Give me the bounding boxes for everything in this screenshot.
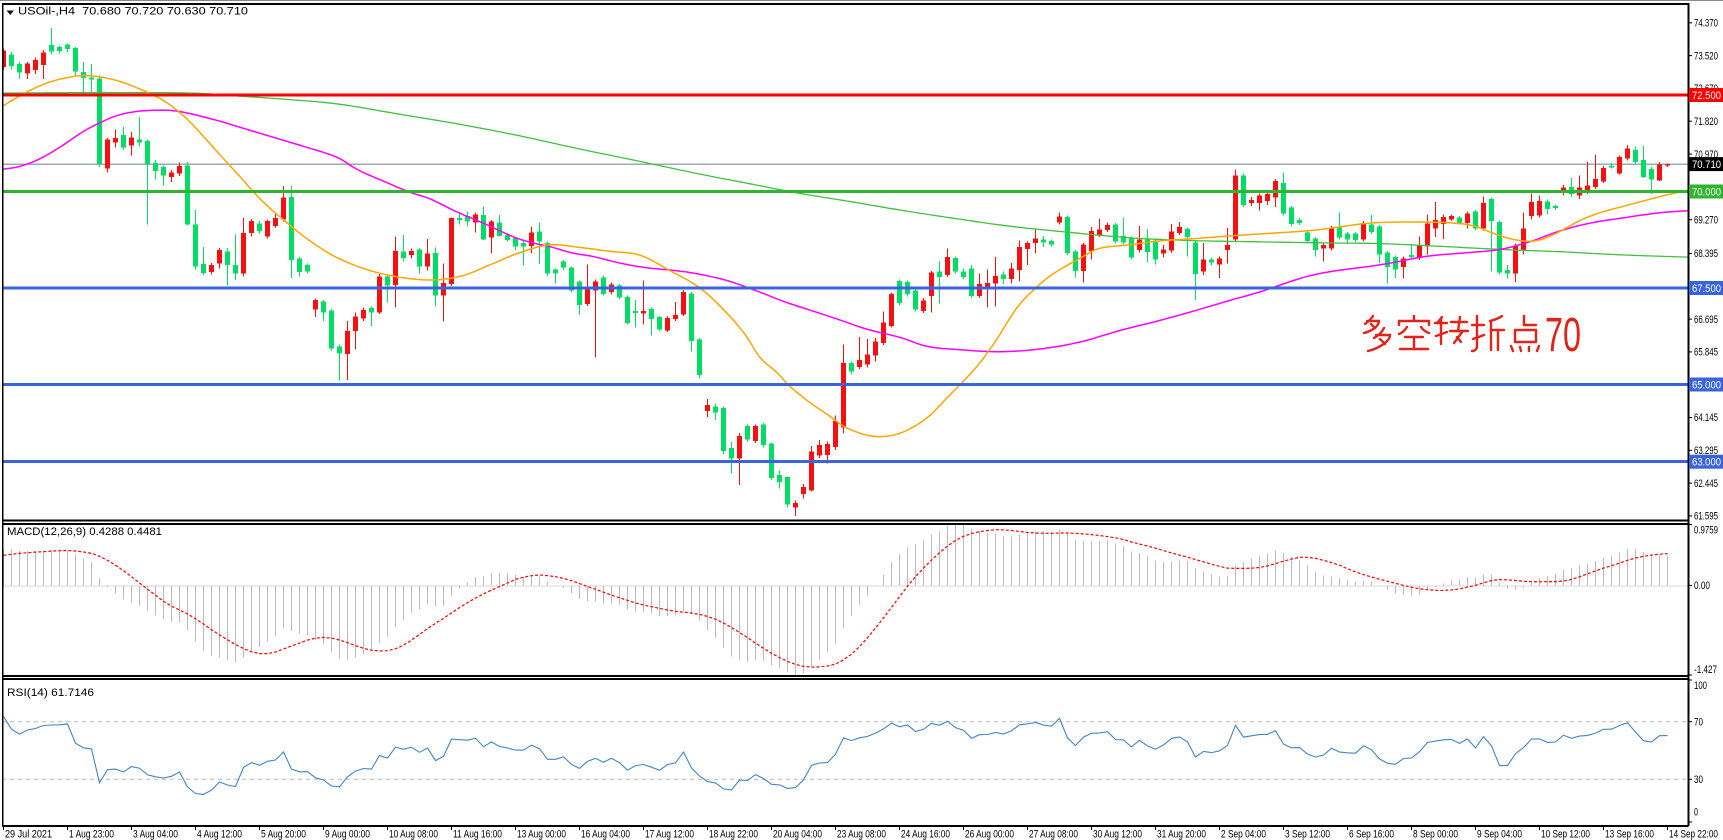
svg-text:69.270: 69.270 [1694, 214, 1718, 226]
svg-text:70: 70 [1694, 716, 1703, 728]
svg-text:10 Aug 08:00: 10 Aug 08:00 [389, 828, 438, 840]
svg-text:4 Aug 12:00: 4 Aug 12:00 [197, 828, 242, 840]
svg-text:5 Aug 20:00: 5 Aug 20:00 [261, 828, 306, 840]
svg-text:63.295: 63.295 [1694, 445, 1718, 457]
svg-text:26 Aug 00:00: 26 Aug 00:00 [965, 828, 1014, 840]
svg-text:65.845: 65.845 [1694, 347, 1718, 359]
svg-text:71.820: 71.820 [1694, 116, 1718, 128]
svg-text:66.695: 66.695 [1694, 314, 1718, 326]
svg-text:20 Aug 04:00: 20 Aug 04:00 [773, 828, 822, 840]
svg-text:17 Aug 12:00: 17 Aug 12:00 [645, 828, 694, 840]
svg-text:13 Sep 16:00: 13 Sep 16:00 [1605, 828, 1654, 840]
svg-text:18 Aug 22:00: 18 Aug 22:00 [709, 828, 758, 840]
svg-text:30: 30 [1694, 774, 1703, 786]
svg-text:67.500: 67.500 [1692, 283, 1721, 295]
svg-text:65.000: 65.000 [1692, 379, 1721, 391]
svg-text:9 Sep 04:00: 9 Sep 04:00 [1477, 828, 1522, 840]
svg-text:0.9759: 0.9759 [1694, 524, 1718, 536]
svg-text:3 Sep 12:00: 3 Sep 12:00 [1285, 828, 1330, 840]
svg-text:0.00: 0.00 [1694, 580, 1710, 592]
svg-text:10 Sep 12:00: 10 Sep 12:00 [1541, 828, 1590, 840]
svg-text:70.000: 70.000 [1692, 186, 1721, 198]
svg-text:62.445: 62.445 [1694, 478, 1718, 490]
svg-text:RSI(14) 61.7146: RSI(14) 61.7146 [7, 687, 94, 699]
svg-text:24 Aug 16:00: 24 Aug 16:00 [901, 828, 950, 840]
svg-text:16 Aug 04:00: 16 Aug 04:00 [581, 828, 630, 840]
svg-text:USOil-,H4 70.680 70.720 70.63: USOil-,H4 70.680 70.720 70.630 70.710 [18, 6, 248, 18]
svg-text:29 Jul 2021: 29 Jul 2021 [5, 828, 52, 840]
svg-text:64.145: 64.145 [1694, 412, 1718, 424]
svg-text:23 Aug 08:00: 23 Aug 08:00 [837, 828, 886, 840]
svg-text:61.595: 61.595 [1694, 511, 1718, 523]
svg-text:-1.427: -1.427 [1694, 664, 1717, 676]
svg-text:31 Aug 20:00: 31 Aug 20:00 [1157, 828, 1206, 840]
svg-text:63.000: 63.000 [1692, 457, 1721, 469]
svg-text:70: 70 [1545, 309, 1581, 362]
svg-text:100: 100 [1694, 680, 1707, 692]
svg-text:70.710: 70.710 [1692, 159, 1721, 171]
svg-text:68.395: 68.395 [1694, 248, 1718, 260]
svg-text:MACD(12,26,9) 0.4288 0.4481: MACD(12,26,9) 0.4288 0.4481 [7, 526, 162, 538]
svg-text:30 Aug 12:00: 30 Aug 12:00 [1093, 828, 1142, 840]
svg-text:11 Aug 16:00: 11 Aug 16:00 [453, 828, 502, 840]
svg-text:74.370: 74.370 [1694, 18, 1718, 30]
svg-text:2 Sep 04:00: 2 Sep 04:00 [1221, 828, 1266, 840]
svg-text:1 Aug 23:00: 1 Aug 23:00 [69, 828, 114, 840]
svg-text:13 Aug 00:00: 13 Aug 00:00 [517, 828, 566, 840]
svg-text:72.500: 72.500 [1692, 90, 1721, 102]
svg-text:14 Sep 22:00: 14 Sep 22:00 [1669, 828, 1718, 840]
svg-text:3 Aug 04:00: 3 Aug 04:00 [133, 828, 178, 840]
svg-text:9 Aug 00:00: 9 Aug 00:00 [325, 828, 370, 840]
svg-text:27 Aug 08:00: 27 Aug 08:00 [1029, 828, 1078, 840]
svg-text:6 Sep 16:00: 6 Sep 16:00 [1349, 828, 1394, 840]
svg-text:0: 0 [1694, 807, 1698, 819]
svg-text:8 Sep 00:00: 8 Sep 00:00 [1413, 828, 1458, 840]
svg-text:73.520: 73.520 [1694, 50, 1718, 62]
